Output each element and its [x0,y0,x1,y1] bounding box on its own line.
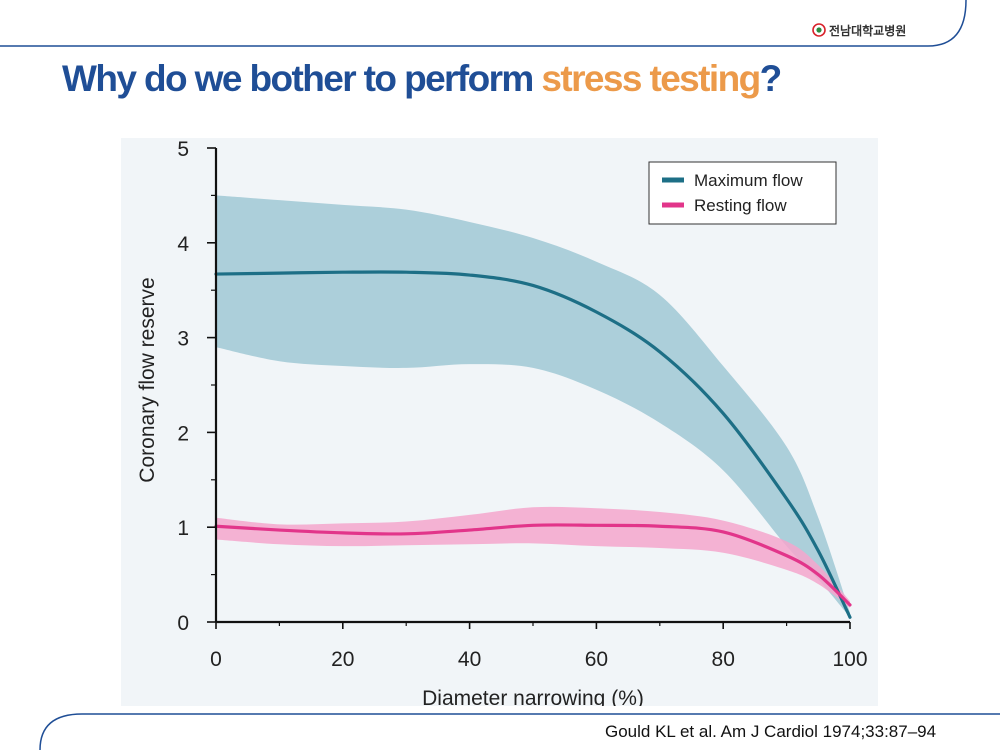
x-tick-label: 0 [210,648,222,671]
hospital-emblem-icon [812,23,826,37]
y-tick-label: 2 [177,422,189,445]
x-tick-label: 40 [458,648,481,671]
chart-legend: Maximum flow Resting flow [648,161,837,225]
y-tick-label: 3 [177,328,189,351]
y-tick-label: 0 [177,612,189,635]
confidence-bands [216,195,850,618]
y-tick-label: 1 [177,517,189,540]
title-highlight: stress testing [541,58,761,99]
y-axis-label: Coronary flow reserve [136,277,159,482]
title-suffix: ? [759,58,783,99]
chart-axes: 0 20 40 60 80 100 0 1 2 3 4 5 [177,138,867,671]
maximum-flow-legend-label: Maximum flow [694,171,803,190]
citation-text: Gould KL et al. Am J Cardiol 1974;33:87–… [605,722,937,741]
x-tick-label: 20 [331,648,354,671]
hospital-name: 전남대학교병원 [829,23,907,38]
maximum-flow-band [216,195,850,618]
legend-box [648,161,837,225]
title-prefix: Why do we bother to perform [62,58,542,99]
y-tick-label: 4 [177,233,189,256]
hospital-logo: 전남대학교병원 [812,20,906,40]
x-tick-label: 80 [712,648,735,671]
x-axis-label: Diameter narrowing (%) [422,687,644,706]
y-tick-label: 5 [177,138,189,161]
x-tick-label: 100 [832,648,867,671]
maximum-flow-line [214,270,852,619]
flow-reserve-chart: 0 20 40 60 80 100 0 1 2 3 4 5 Maximum flow Resting f… [136,138,868,706]
series-lines [214,270,852,619]
resting-flow-band [216,506,850,608]
resting-flow-legend-label: Resting flow [694,196,787,215]
x-tick-label: 60 [585,648,608,671]
resting-flow-line [214,523,852,607]
page-title: Why do we bother to perform stress testi… [62,58,783,100]
